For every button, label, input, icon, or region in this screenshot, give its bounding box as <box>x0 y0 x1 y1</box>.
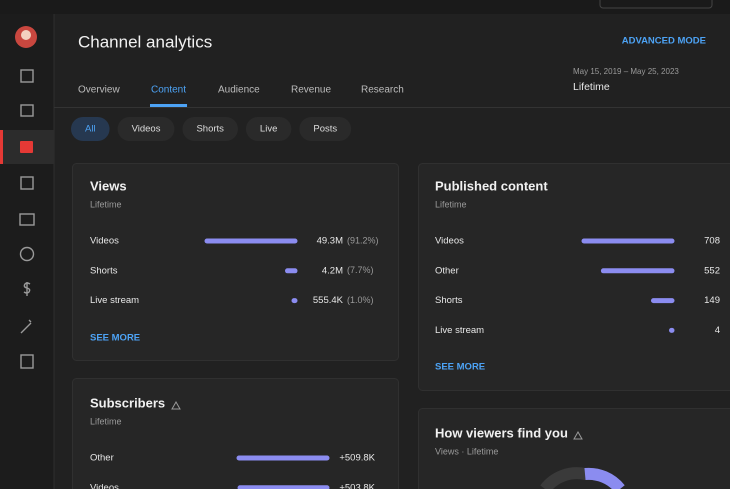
tab-underline <box>150 104 188 107</box>
copyright-icon[interactable] <box>19 246 35 262</box>
row-label: Other <box>90 453 114 464</box>
tab[interactable]: Overview <box>78 85 120 96</box>
tab[interactable]: Revenue <box>291 85 331 96</box>
chip-bg <box>245 117 292 141</box>
row-value: 552 <box>704 265 720 276</box>
chip-label: Live <box>260 124 277 135</box>
chip-label: Posts <box>313 124 337 135</box>
row-share: (91.2%) <box>347 235 379 245</box>
row-label: Other <box>435 265 459 276</box>
filter-chip[interactable]: Posts <box>299 117 352 141</box>
filter-chip[interactable]: Shorts <box>182 117 238 141</box>
row-label: Live stream <box>90 295 139 306</box>
row-share: (1.0%) <box>347 295 374 305</box>
tab[interactable]: Audience <box>218 85 260 96</box>
row-label: Shorts <box>435 295 463 306</box>
chip-bg <box>299 117 352 141</box>
row-value: +509.8K <box>339 453 375 464</box>
filter-chip[interactable]: Videos <box>117 117 175 141</box>
row-label: Live stream <box>435 325 484 336</box>
row-value: 708 <box>704 236 720 247</box>
analytics-icon[interactable] <box>20 141 33 153</box>
comments-icon[interactable] <box>20 176 34 190</box>
page-title: Channel analytics <box>78 32 212 51</box>
filter-chip[interactable]: All <box>71 117 110 141</box>
chip-bg <box>71 117 110 141</box>
tab[interactable]: Research <box>361 85 404 96</box>
row-value: 4.2M <box>322 265 343 276</box>
earn-icon[interactable] <box>23 282 31 296</box>
row-label: Shorts <box>90 265 118 276</box>
row-value: 149 <box>704 295 720 306</box>
discovery-card <box>418 408 730 489</box>
see-more-link[interactable]: SEE MORE <box>90 333 140 344</box>
card-title: Subscribers <box>90 395 165 410</box>
top-bar <box>0 0 730 14</box>
cards: Views Lifetime Videos 49.3M (91.2%) Shorts 4.2… <box>90 178 720 489</box>
chip-bg <box>117 117 175 141</box>
row-value: 4 <box>715 325 720 336</box>
subscribers-card <box>72 378 399 489</box>
row-label: Videos <box>435 236 464 247</box>
avatar-face <box>21 30 31 40</box>
donut-segment <box>584 467 625 489</box>
date-period[interactable]: Lifetime <box>573 81 610 93</box>
filter-chip[interactable]: Live <box>245 117 292 141</box>
filter-chips: All Videos Shorts Live Posts <box>71 117 352 141</box>
dashboard-icon[interactable] <box>20 69 34 83</box>
card-title: Published content <box>435 178 548 193</box>
sidebar <box>0 14 54 489</box>
audio-icon[interactable] <box>20 354 34 369</box>
row-value: 555.4K <box>313 295 344 306</box>
card-subtitle: Lifetime <box>90 416 122 426</box>
card-subtitle: Lifetime <box>435 199 467 209</box>
chip-bg <box>182 117 238 141</box>
chip-label: All <box>85 124 96 135</box>
subtitles-icon[interactable] <box>19 213 35 226</box>
warning-icon[interactable] <box>573 430 583 440</box>
row-label: Videos <box>90 236 119 247</box>
see-more-link[interactable]: SEE MORE <box>435 362 485 373</box>
views-card <box>72 163 399 361</box>
card-subtitle: Views · Lifetime <box>435 446 498 456</box>
customize-icon[interactable] <box>20 319 32 334</box>
card-subtitle: Lifetime <box>90 199 122 209</box>
advanced-mode-link[interactable]: ADVANCED MODE <box>622 36 706 47</box>
row-value: 49.3M <box>317 236 343 247</box>
row-label: Videos <box>90 482 119 489</box>
card-title: How viewers find you <box>435 425 568 440</box>
tab[interactable]: Content <box>151 85 186 96</box>
row-value: +503.8K <box>339 482 375 489</box>
tabs: Overview Content Audience Revenue Research <box>78 85 404 107</box>
content-icon[interactable] <box>20 104 34 117</box>
create-button[interactable] <box>599 0 713 9</box>
warning-icon[interactable] <box>171 400 181 410</box>
active-indicator <box>0 130 3 164</box>
date-range[interactable]: May 15, 2019 – May 25, 2023 <box>573 67 679 76</box>
published-card <box>418 163 730 391</box>
card-title: Views <box>90 178 127 193</box>
sidebar-icons <box>0 69 54 369</box>
chip-label: Videos <box>132 124 161 135</box>
chip-label: Shorts <box>196 124 224 135</box>
row-share: (7.7%) <box>347 265 374 275</box>
